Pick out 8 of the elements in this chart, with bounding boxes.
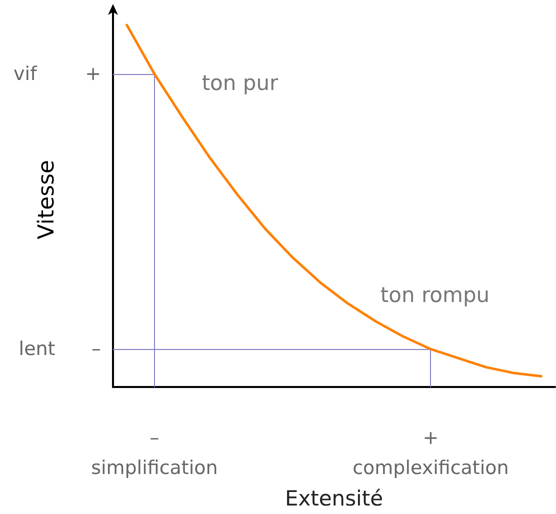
x-tick-label: + complexification: [352, 427, 509, 480]
x-axis-title: Extensité: [284, 486, 384, 510]
ref-line-label: lent –: [18, 338, 101, 360]
ref-line-label: vif +: [14, 62, 101, 85]
annotation: ton rompu: [380, 283, 490, 307]
annotation: ton pur: [202, 71, 279, 95]
y-axis-title: Vitesse: [34, 160, 60, 240]
x-tick-label: – simplification: [91, 427, 218, 480]
